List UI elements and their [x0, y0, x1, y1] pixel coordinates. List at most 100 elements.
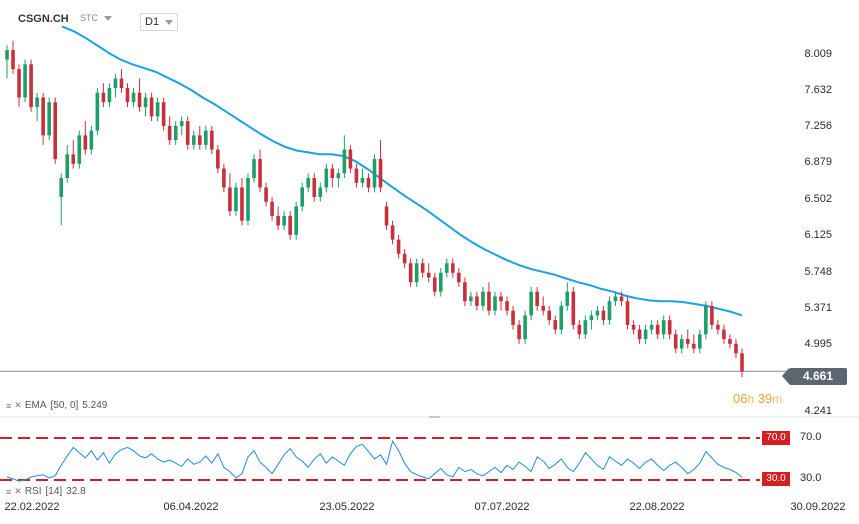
date-tick: 06.04.2022 — [163, 501, 219, 513]
candle-down — [83, 121, 88, 155]
menu-icon[interactable]: ≡ — [6, 486, 11, 497]
candle-up — [89, 125, 94, 155]
candle-body — [360, 178, 365, 183]
candle-up — [204, 125, 208, 150]
candle-down — [499, 291, 503, 311]
candle-down — [571, 286, 576, 330]
candle-body — [722, 329, 726, 340]
candle-down — [137, 78, 142, 112]
candle-up — [324, 163, 329, 193]
price-tick: 6.879 — [804, 156, 832, 168]
candle-up — [336, 168, 341, 188]
candle-down — [667, 315, 672, 340]
rsi-lower-level-badge: 30.0 — [762, 472, 790, 486]
candle-down — [655, 320, 660, 340]
candle-down — [463, 277, 467, 306]
candle-up — [704, 301, 708, 340]
candle-body — [426, 272, 431, 278]
candle-up — [493, 291, 497, 316]
candle-body — [240, 187, 244, 221]
candle-down — [149, 92, 154, 122]
candle-up — [481, 286, 485, 311]
candle-up — [661, 315, 666, 340]
rsi-axis-tick: 30.0 — [800, 472, 822, 484]
candle-countdown: 06h 39m — [733, 391, 783, 406]
candle-body — [487, 291, 491, 311]
candle-body — [216, 149, 220, 169]
candle-body — [661, 320, 666, 335]
candle-body — [228, 187, 232, 212]
chevron-down-icon — [104, 15, 112, 21]
candle-down — [228, 173, 232, 216]
candle-body — [131, 92, 136, 103]
candle-body — [414, 263, 419, 283]
close-icon[interactable]: ✕ — [14, 400, 21, 410]
candle-up — [698, 329, 702, 354]
candle-up — [529, 286, 533, 321]
candle-down — [276, 206, 280, 231]
candle-up — [607, 296, 612, 325]
candle-up — [438, 268, 443, 297]
candle-up — [318, 182, 323, 202]
timeframe-dropdown[interactable]: D1 — [140, 13, 179, 31]
candle-down — [366, 173, 371, 193]
candle-body — [258, 159, 262, 188]
close-icon[interactable]: ✕ — [14, 486, 21, 496]
candle-body — [83, 135, 88, 150]
candle-body — [264, 187, 268, 202]
candle-down — [457, 268, 461, 287]
candle-body — [643, 329, 648, 340]
candle-down — [601, 305, 606, 325]
candle-up — [234, 182, 238, 216]
ema-legend[interactable]: ≡ ✕ EMA [50, 0] 5.249 — [6, 400, 108, 411]
candle-down — [348, 144, 353, 174]
candle-up — [306, 173, 311, 193]
candle-body — [685, 339, 690, 344]
candle-down — [29, 59, 33, 112]
candle-body — [595, 310, 600, 316]
candle-up — [583, 315, 588, 340]
candle-body — [457, 272, 461, 283]
candle-body — [613, 296, 618, 302]
candle-up — [173, 121, 178, 145]
candle-body — [505, 301, 509, 311]
candle-down — [384, 201, 389, 231]
candle-body — [420, 263, 425, 273]
source-dropdown[interactable]: STC — [80, 13, 112, 23]
rsi-upper-level-badge: 70.0 — [762, 431, 790, 445]
candle-down — [553, 315, 558, 335]
menu-icon[interactable]: ≡ — [6, 400, 11, 411]
candle-body — [716, 324, 720, 330]
price-tick: 7.632 — [804, 84, 832, 96]
candle-body — [324, 168, 329, 188]
candle-body — [384, 206, 389, 226]
candle-body — [173, 125, 178, 141]
pane-resize-handle — [429, 416, 440, 418]
candle-body — [246, 178, 250, 221]
candle-body — [390, 225, 395, 240]
candle-body — [740, 353, 744, 372]
candle-body — [77, 135, 82, 164]
candle-down — [685, 329, 690, 349]
candle-up — [252, 154, 256, 183]
candle-body — [336, 173, 341, 179]
candle-up — [414, 258, 419, 287]
candle-body — [197, 135, 202, 145]
candle-down — [119, 69, 124, 93]
source-label: STC — [80, 13, 98, 23]
candle-body — [493, 296, 497, 311]
candle-down — [210, 125, 214, 155]
candle-up — [282, 211, 286, 231]
symbol-label[interactable]: CSGN.CH — [18, 13, 69, 25]
date-tick: 23.05.2022 — [319, 501, 375, 513]
candle-down — [619, 291, 624, 306]
candle-body — [210, 130, 214, 150]
candle-body — [469, 296, 473, 302]
rsi-legend[interactable]: ≡ ✕ RSI [14] 32.8 — [6, 486, 86, 497]
candle-up — [360, 168, 365, 188]
candle-body — [101, 92, 106, 103]
candle-body — [161, 102, 166, 126]
candle-body — [294, 206, 298, 235]
candle-down — [390, 220, 395, 245]
